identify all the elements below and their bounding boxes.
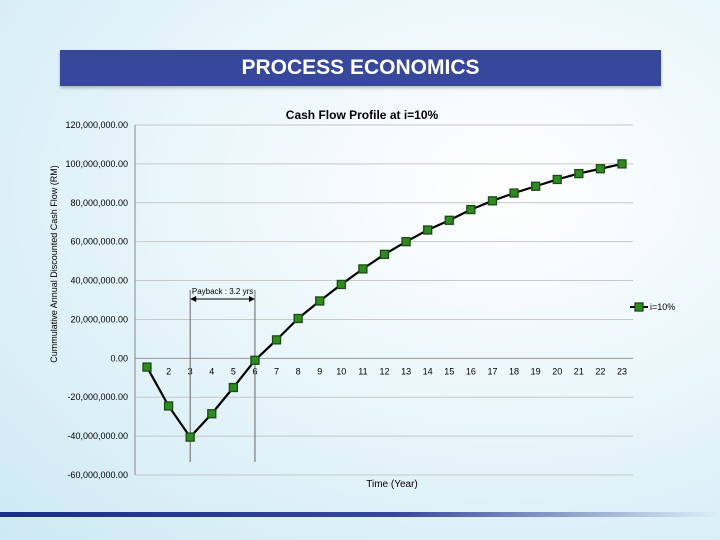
legend: i=10% bbox=[630, 302, 675, 312]
x-tick-label: 21 bbox=[574, 366, 584, 376]
x-tick-label: 11 bbox=[358, 366, 367, 376]
data-point-marker bbox=[444, 215, 454, 225]
x-tick-label: 17 bbox=[487, 366, 497, 376]
x-tick-label: 16 bbox=[466, 366, 476, 376]
y-tick-label: -60,000,000.00 bbox=[67, 470, 128, 480]
y-tick-label: -20,000,000.00 bbox=[67, 392, 128, 402]
data-point-marker bbox=[574, 168, 584, 179]
x-tick-label: 22 bbox=[595, 366, 605, 376]
data-point-marker bbox=[552, 174, 562, 185]
payback-arrow-right bbox=[248, 296, 255, 302]
data-point-marker bbox=[401, 237, 411, 247]
data-point-marker bbox=[315, 296, 325, 306]
data-point-marker bbox=[185, 432, 195, 442]
gridlines bbox=[134, 124, 633, 476]
data-point-marker bbox=[163, 401, 174, 411]
data-point-marker bbox=[617, 159, 627, 169]
x-tick-label: 4 bbox=[209, 366, 214, 376]
x-tick-label: 19 bbox=[531, 366, 541, 376]
data-point-marker bbox=[423, 225, 433, 235]
bottom-accent-bar bbox=[0, 512, 720, 517]
y-tick-label: 80,000,000.00 bbox=[70, 198, 128, 208]
series-polyline bbox=[146, 162, 623, 439]
x-tick-label: 15 bbox=[444, 366, 454, 376]
x-tick-label: 2 bbox=[166, 366, 171, 376]
data-point-marker bbox=[487, 196, 498, 206]
data-point-marker bbox=[379, 249, 390, 259]
x-tick-label: 18 bbox=[509, 366, 519, 376]
data-point-marker bbox=[250, 355, 260, 365]
payback-annotation-label: Payback : 3.2 yrs bbox=[192, 287, 253, 296]
x-tick-label: 9 bbox=[317, 366, 322, 376]
data-point-marker bbox=[466, 204, 476, 215]
data-point-marker bbox=[271, 335, 282, 345]
y-tick-label: 40,000,000.00 bbox=[70, 276, 128, 286]
data-point-marker bbox=[530, 181, 541, 191]
legend-marker bbox=[634, 302, 644, 312]
y-tick-label: 60,000,000.00 bbox=[70, 237, 128, 247]
x-tick-label: 14 bbox=[423, 366, 433, 376]
data-point-marker bbox=[207, 409, 217, 419]
data-point-marker bbox=[509, 188, 519, 198]
x-tick-label: 10 bbox=[336, 366, 346, 376]
y-tick-label: 100,000,000.00 bbox=[65, 159, 128, 169]
y-tick-label: 0.00 bbox=[110, 353, 128, 363]
payback-annotation: Payback : 3.2 yrs bbox=[189, 287, 256, 462]
x-tick-label: 23 bbox=[617, 366, 627, 376]
data-point-marker bbox=[595, 164, 606, 174]
x-tick-label: 12 bbox=[379, 366, 389, 376]
y-tick-label: 20,000,000.00 bbox=[70, 314, 128, 324]
data-point-marker bbox=[293, 313, 303, 324]
legend-label: i=10% bbox=[650, 302, 675, 312]
x-tick-label: 13 bbox=[401, 366, 411, 376]
data-point-marker bbox=[336, 279, 346, 290]
y-tick-labels: 120,000,000.00 100,000,000.00 80,000,000.0… bbox=[65, 120, 128, 480]
series-line bbox=[146, 162, 623, 439]
payback-arrow-left bbox=[190, 296, 197, 302]
data-point-marker bbox=[228, 382, 239, 393]
y-tick-label: -40,000,000.00 bbox=[67, 431, 128, 441]
data-point-marker bbox=[358, 264, 368, 274]
y-axis-label: Cummulative Annual Discounted Cash Flow … bbox=[49, 165, 59, 363]
data-point-marker bbox=[142, 362, 152, 372]
x-axis-label: Time (Year) bbox=[366, 479, 418, 490]
x-tick-label: 8 bbox=[296, 366, 301, 376]
chart-title: Cash Flow Profile at i=10% bbox=[286, 108, 439, 122]
x-tick-labels: 234567891011121314151617181920212223 bbox=[166, 366, 627, 376]
x-tick-label: 20 bbox=[552, 366, 562, 376]
x-tick-label: 5 bbox=[231, 366, 236, 376]
slide-title: PROCESS ECONOMICS bbox=[60, 50, 661, 86]
data-markers bbox=[142, 159, 627, 442]
x-tick-label: 7 bbox=[274, 366, 279, 376]
y-tick-label: 120,000,000.00 bbox=[65, 120, 128, 130]
